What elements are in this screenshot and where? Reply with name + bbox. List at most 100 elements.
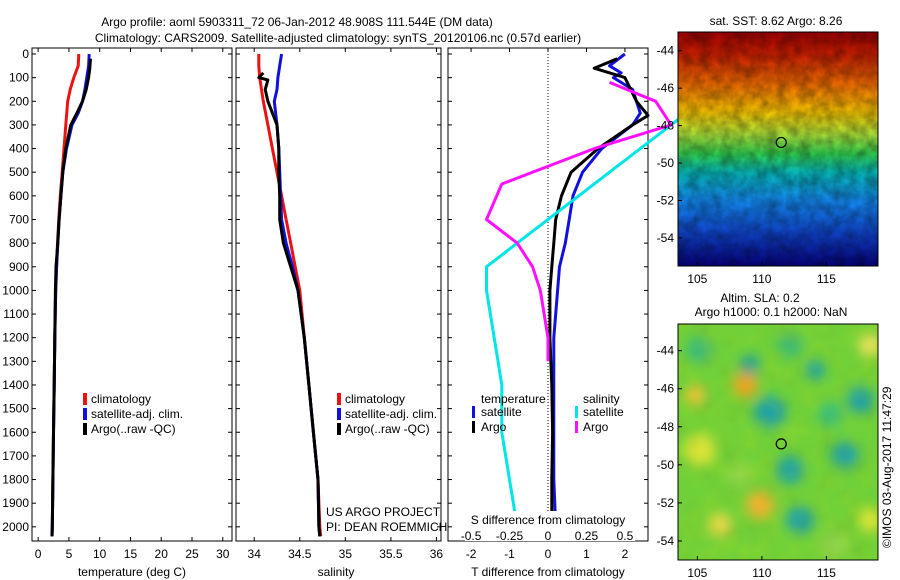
legend-label-sal-argo: Argo (583, 420, 609, 434)
y-tick-label: 700 (9, 212, 29, 226)
legend-swatch-satellite (337, 408, 341, 420)
y-tick-label: 1600 (2, 425, 29, 439)
difference-t-axis-label: T difference from climatology (471, 565, 625, 579)
y-tick-label: 1000 (2, 283, 29, 297)
legend-label-climatology: climatology (91, 392, 151, 406)
x-tick-label: 35.5 (379, 547, 403, 561)
x-tick-label: 15 (124, 547, 138, 561)
legend-swatch-sal-satellite (575, 406, 578, 418)
sla-map-title: Altim. SLA: 0.2 (720, 291, 800, 305)
s-diff-tick-label: 0 (545, 529, 552, 543)
difference-s-axis-label: S difference from climatology (471, 513, 626, 527)
y-tick-label: 1200 (2, 331, 29, 345)
temperature-legend: climatology satellite-adj. clim. Argo(..… (83, 392, 183, 436)
salinity-legend: climatology satellite-adj. clim. Argo(..… (337, 392, 437, 436)
temperature-x-label: temperature (deg C) (78, 565, 186, 579)
x-tick-label: 0 (35, 547, 42, 561)
map-x-tick-label: 105 (687, 272, 707, 286)
s-diff-tick-label: -0.5 (461, 529, 482, 543)
y-tick-label: 100 (9, 71, 29, 85)
x-tick-label: 0 (545, 547, 552, 561)
salinity-plot-frame (235, 47, 442, 542)
map-y-tick-label: -48 (657, 119, 675, 133)
x-tick-label: 25 (185, 547, 199, 561)
map-y-tick-label: -54 (657, 534, 675, 548)
x-tick-label: 1 (583, 547, 590, 561)
sst-argo-position-marker (775, 136, 787, 149)
sla-map-panel: Altim. SLA: 0.2 Argo h1000: 0.1 h2000: N… (657, 291, 879, 580)
legend-label-satellite: satellite-adj. clim. (345, 407, 437, 421)
map-x-tick-label: 115 (817, 566, 836, 580)
figure-title-line1: Argo profile: aoml 5903311_72 06-Jan-201… (101, 15, 493, 29)
y-tick-label: 1300 (2, 354, 29, 368)
series-line-temperature-argo (548, 57, 650, 537)
map-x-tick-label: 110 (752, 566, 771, 580)
legend-label-satellite: satellite-adj. clim. (91, 407, 183, 421)
s-diff-tick-label: -0.25 (496, 529, 524, 543)
map-y-tick-label: -52 (657, 193, 675, 207)
temperature-plot-frame (31, 47, 233, 542)
map-y-tick-label: -44 (657, 44, 675, 58)
y-tick-label: 200 (9, 94, 29, 108)
s-diff-tick-label: 0.5 (617, 529, 634, 543)
salinity-panel: 34 34.5 35 35.5 36 salinity climatology sate… (235, 47, 447, 579)
s-diff-tick-label: 0.25 (575, 529, 599, 543)
sst-map-frame (677, 31, 879, 267)
sst-map-title: sat. SST: 8.62 Argo: 8.26 (710, 14, 843, 28)
legend-label-temp-satellite: satellite (481, 405, 522, 419)
map-y-tick-label: -44 (657, 344, 675, 358)
y-tick-label: 500 (9, 165, 29, 179)
series-line-argo-raw-qc- (50, 58, 92, 537)
difference-panel: -2 -1 0 1 2 S difference from climatology -0… (447, 47, 718, 579)
map-y-tick-label: -50 (657, 458, 675, 472)
legend-label-argo: Argo(..raw -QC) (345, 422, 430, 436)
legend-swatch-temp-satellite (472, 406, 475, 418)
temperature-panel: 0 5 10 15 20 25 300100200300400500600700800900… (2, 47, 233, 579)
map-y-tick-label: -52 (657, 496, 675, 510)
x-tick-label: 30 (216, 547, 230, 561)
legend-swatch-sal-argo (575, 421, 578, 433)
x-tick-label: 10 (93, 547, 107, 561)
map-x-tick-label: 110 (752, 272, 771, 286)
map-y-tick-label: -50 (657, 156, 675, 170)
series-line-temperature-satellite (552, 52, 642, 537)
map-y-tick-label: -54 (657, 231, 675, 245)
y-tick-label: 800 (9, 236, 29, 250)
y-tick-label: 1800 (2, 473, 29, 487)
series-line-climatology (257, 54, 323, 537)
x-tick-label: 20 (155, 547, 169, 561)
difference-legend: temperature salinity satellite Argo sate… (472, 392, 624, 434)
salinity-x-label: salinity (318, 565, 355, 579)
legend-salinity-header: salinity (583, 392, 620, 406)
project-credit: US ARGO PROJECT (326, 505, 441, 519)
y-tick-label: 1400 (2, 378, 29, 392)
legend-label-sal-satellite: satellite (583, 405, 624, 419)
series-line-argo-raw-qc- (257, 71, 322, 537)
legend-swatch-temp-argo (472, 421, 475, 433)
x-tick-label: 36 (430, 547, 444, 561)
x-tick-label: 34 (248, 547, 262, 561)
sla-argo-position-marker (775, 438, 787, 450)
map-y-tick-label: -46 (657, 382, 675, 396)
x-tick-label: 34.5 (288, 547, 312, 561)
x-tick-label: 2 (622, 547, 629, 561)
map-x-tick-label: 115 (817, 272, 836, 286)
legend-swatch-argo (83, 423, 87, 435)
y-tick-label: 900 (9, 260, 29, 274)
legend-swatch-climatology (83, 393, 87, 405)
y-tick-label: 1900 (2, 496, 29, 510)
sla-heatmap-texture (678, 324, 878, 560)
y-tick-label: 300 (9, 118, 29, 132)
y-tick-label: 0 (22, 47, 29, 61)
x-tick-label: 35 (339, 547, 353, 561)
x-tick-label: -2 (466, 547, 477, 561)
series-line-satellite-adj-clim- (272, 53, 322, 537)
legend-temperature-header: temperature (481, 392, 546, 406)
map-x-tick-label: 105 (687, 566, 707, 580)
y-tick-label: 1100 (3, 307, 29, 321)
pi-credit: PI: DEAN ROEMMICH (326, 520, 447, 534)
sla-map-frame (677, 323, 879, 561)
series-line-salinity-argo (485, 81, 673, 362)
difference-top-label-backdrop (465, 511, 635, 541)
